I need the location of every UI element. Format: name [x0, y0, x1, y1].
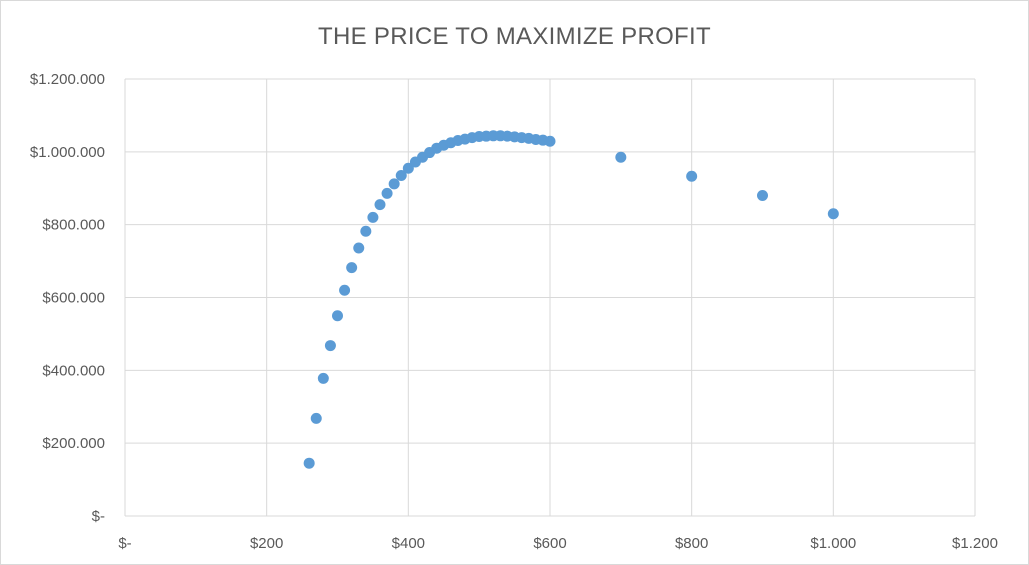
data-point — [332, 310, 343, 322]
x-tick-label: $200 — [250, 535, 283, 552]
data-point — [353, 242, 365, 254]
data-point — [346, 262, 358, 274]
x-tick-label: $1.200 — [952, 535, 998, 552]
x-tick-label: $400 — [392, 535, 425, 552]
y-tick-label: $600.000 — [42, 290, 105, 307]
x-tick-label: $1.000 — [810, 535, 856, 552]
data-point — [757, 190, 768, 202]
x-tick-label: $- — [118, 535, 131, 552]
data-point — [360, 225, 372, 237]
data-point — [388, 178, 400, 190]
data-point — [367, 211, 379, 223]
data-point — [339, 284, 351, 296]
data-point — [615, 151, 627, 163]
horizontal-gridlines — [125, 78, 975, 517]
data-point — [381, 187, 393, 199]
y-axis-tick-labels: $- $200.000 $400.000 $600.000 $800.000 $1.000… — [30, 71, 105, 525]
data-point — [310, 412, 322, 424]
y-tick-label: $1.000.000 — [30, 144, 105, 161]
y-tick-label: $- — [92, 508, 105, 525]
data-point — [374, 199, 386, 211]
y-tick-label: $800.000 — [42, 217, 105, 234]
x-tick-label: $800 — [675, 535, 708, 552]
data-point — [324, 340, 336, 352]
x-tick-label: $600 — [533, 535, 566, 552]
y-tick-label: $400.000 — [42, 362, 105, 379]
y-tick-label: $1.200.000 — [30, 71, 105, 88]
data-point — [317, 372, 329, 384]
data-point — [303, 457, 315, 469]
data-point — [395, 170, 407, 182]
chart-title: THE PRICE TO MAXIMIZE PROFIT — [318, 23, 711, 50]
data-point — [686, 170, 698, 182]
y-tick-label: $200.000 — [42, 435, 105, 452]
data-point — [827, 208, 839, 220]
data-point — [544, 135, 556, 147]
data-points — [303, 130, 839, 469]
data-point — [402, 162, 414, 174]
x-axis-tick-labels: $- $200 $400 $600 $800 $1.000 $1.200 — [118, 535, 998, 552]
